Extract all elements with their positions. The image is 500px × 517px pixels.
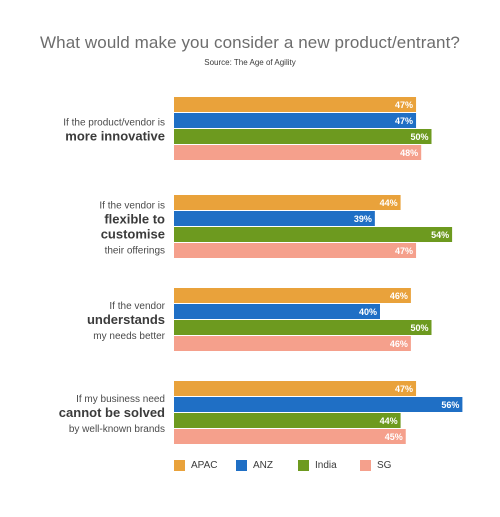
bar-apac (174, 195, 401, 210)
data-label: 48% (400, 148, 418, 158)
legend-item-apac: APAC (174, 460, 236, 471)
category-label: their offerings (105, 246, 165, 257)
bar-apac (174, 381, 417, 396)
category-label: more innovative (65, 129, 165, 144)
category-label: If the vendor is (99, 201, 165, 212)
data-label: 44% (380, 198, 398, 208)
category-label: by well-known brands (69, 424, 165, 435)
legend-label: SG (377, 460, 392, 471)
category-label: flexible to (104, 212, 165, 227)
bar-anz (174, 113, 417, 128)
data-label: 46% (390, 291, 408, 301)
category-label: customise (101, 227, 165, 242)
legend-swatch (236, 460, 247, 471)
bar-sg (174, 429, 406, 444)
legend: APAC ANZ India SG (174, 460, 422, 471)
legend-label: APAC (191, 460, 218, 471)
category-label: cannot be solved (59, 405, 165, 420)
data-label: 47% (395, 384, 413, 394)
bar-india (174, 227, 453, 242)
data-label: 45% (385, 432, 403, 442)
legend-swatch (360, 460, 371, 471)
bar-sg (174, 243, 417, 258)
data-label: 54% (431, 230, 449, 240)
bar-anz (174, 304, 380, 319)
data-label: 56% (441, 400, 459, 410)
bar-sg (174, 145, 422, 160)
category-label: If my business need (76, 394, 165, 405)
category-label: my needs better (93, 331, 165, 342)
bar-apac (174, 288, 411, 303)
data-label: 39% (354, 214, 372, 224)
data-label: 50% (410, 323, 428, 333)
legend-item-anz: ANZ (236, 460, 298, 471)
category-label: understands (87, 312, 165, 327)
bar-anz (174, 397, 463, 412)
data-label: 46% (390, 339, 408, 349)
data-label: 47% (395, 116, 413, 126)
bar-india (174, 413, 401, 428)
data-label: 50% (410, 132, 428, 142)
bar-india (174, 320, 432, 335)
data-label: 47% (395, 100, 413, 110)
bar-sg (174, 336, 411, 351)
bar-anz (174, 211, 375, 226)
data-label: 40% (359, 307, 377, 317)
category-label: If the vendor (109, 301, 165, 312)
data-label: 47% (395, 246, 413, 256)
legend-swatch (174, 460, 185, 471)
legend-swatch (298, 460, 309, 471)
legend-item-sg: SG (360, 460, 422, 471)
legend-label: India (315, 460, 337, 471)
bar-india (174, 129, 432, 144)
data-label: 44% (380, 416, 398, 426)
legend-label: ANZ (253, 460, 273, 471)
chart-title: What would make you consider a new produ… (40, 33, 460, 52)
legend-item-india: India (298, 460, 360, 471)
category-label: If the product/vendor is (63, 118, 165, 129)
bar-apac (174, 97, 417, 112)
chart-subtitle: Source: The Age of Agility (204, 58, 296, 67)
